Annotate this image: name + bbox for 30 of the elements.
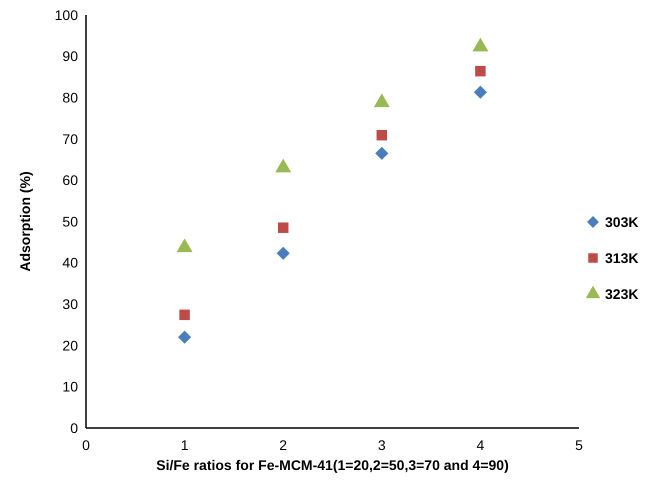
y-tick-label: 70 <box>62 130 78 147</box>
point <box>179 310 190 320</box>
y-tick-label: 90 <box>62 48 78 64</box>
point <box>475 66 486 76</box>
point <box>278 222 288 233</box>
y-tick-label: 20 <box>62 337 78 354</box>
legend-label: 323K <box>605 286 638 302</box>
x-tick-label: 0 <box>82 437 90 453</box>
point <box>375 146 388 160</box>
y-tick-label: 40 <box>62 254 78 271</box>
y-axis-title: Adsorption (%) <box>17 171 33 272</box>
y-tick-label: 10 <box>62 378 78 395</box>
point <box>376 130 388 140</box>
point <box>474 86 487 99</box>
y-tick-label: 100 <box>54 6 78 23</box>
x-tick-label: 4 <box>476 437 484 453</box>
y-tick-label: 0 <box>70 420 78 436</box>
y-tick-label: 60 <box>62 172 78 188</box>
y-tick-label: 30 <box>62 296 78 312</box>
legend-label: 303K <box>605 214 638 230</box>
x-axis-title: Si/Fe ratios for Fe-MCM-41(1=20,2=50,3=70 and 4=90) <box>156 457 509 473</box>
x-tick-label: 3 <box>378 437 386 453</box>
y-tick-label: 80 <box>62 90 78 106</box>
y-tick-label: 50 <box>62 213 78 230</box>
x-tick-label: 1 <box>180 437 189 453</box>
x-tick-label: 2 <box>279 437 288 453</box>
x-tick-label: 5 <box>575 437 584 453</box>
legend-label: 313K <box>605 250 638 266</box>
point <box>276 246 290 260</box>
point <box>178 330 192 344</box>
